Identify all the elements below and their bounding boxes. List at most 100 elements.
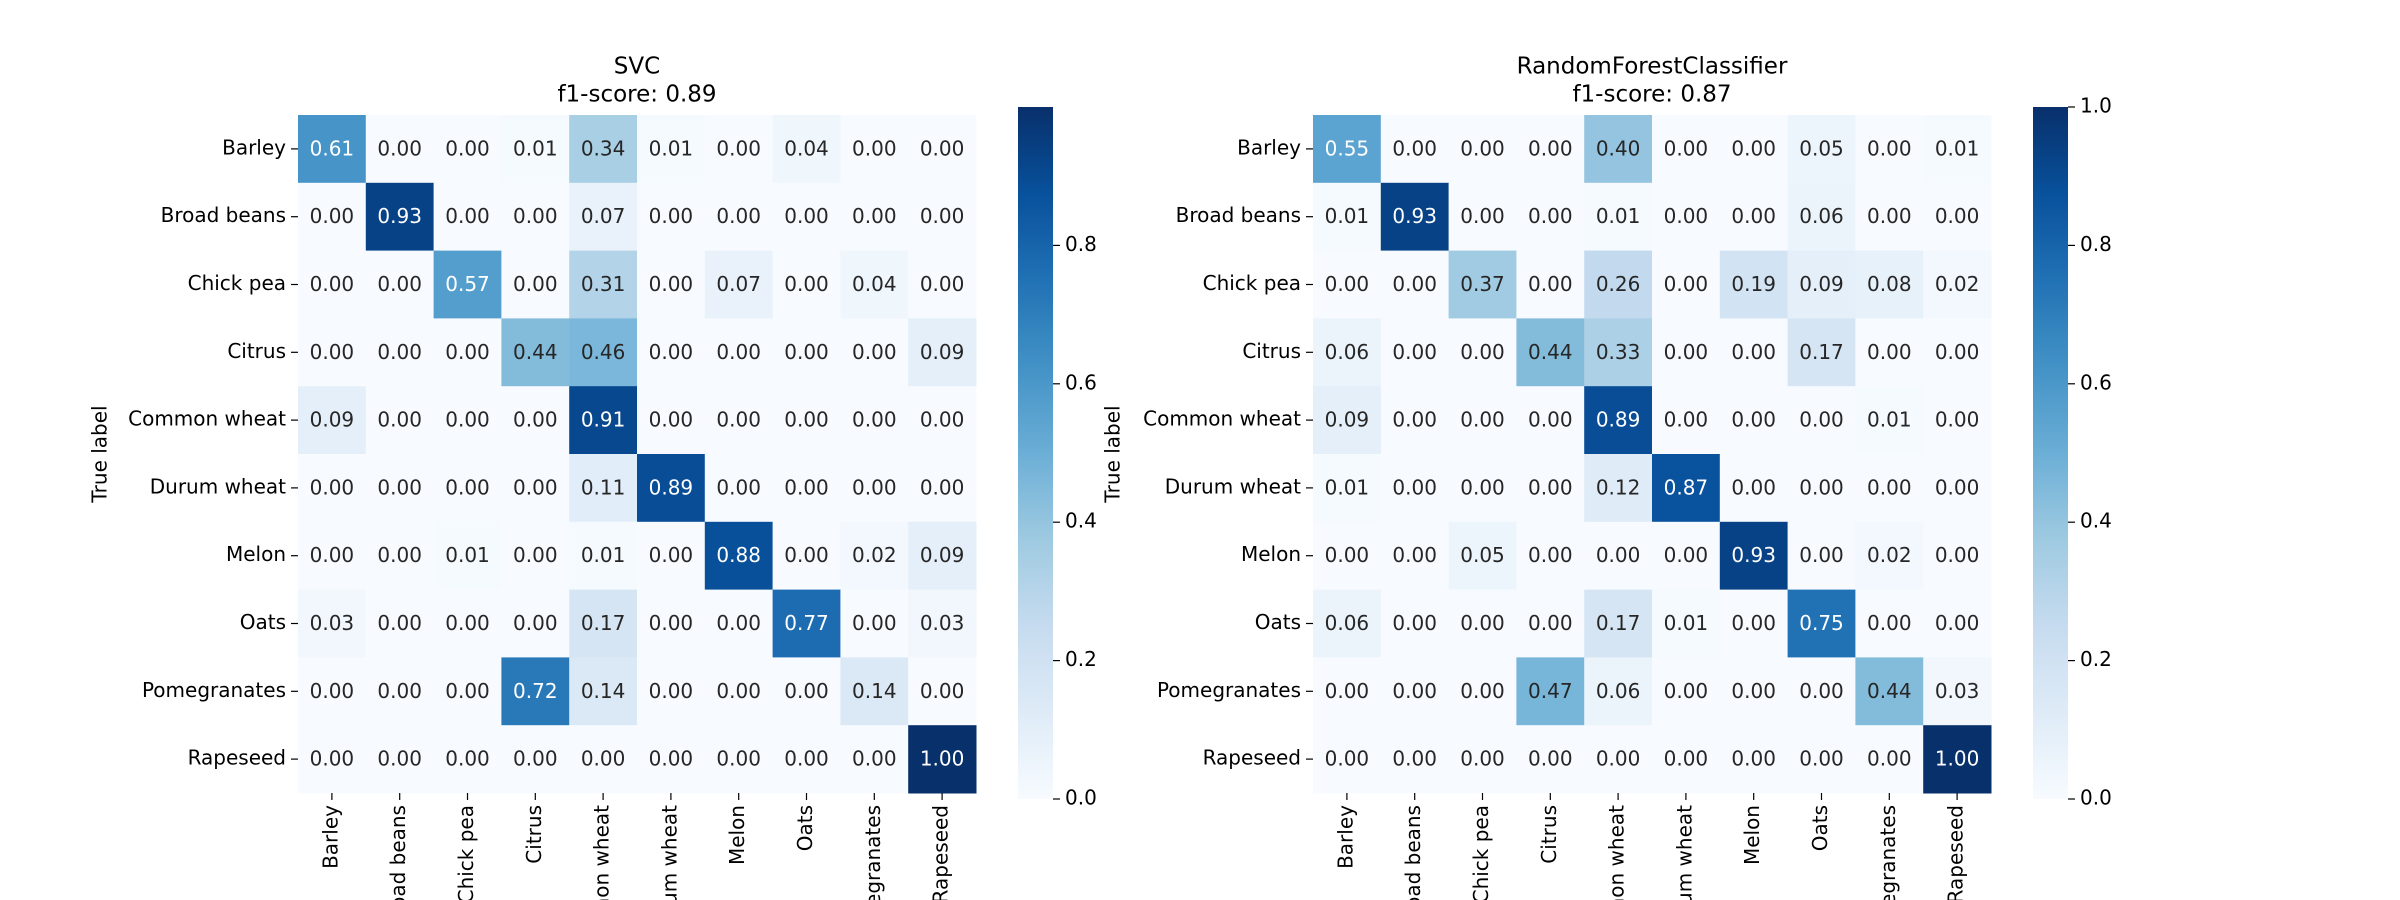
cell-label: 0.37 — [1460, 272, 1505, 296]
heatmap-cell — [1516, 454, 1585, 523]
heatmap-cell — [1652, 657, 1721, 726]
cell-label: 0.00 — [1664, 204, 1709, 228]
heatmap-cell — [1652, 725, 1721, 794]
cell-label: 0.01 — [1325, 475, 1370, 499]
cell-label: 0.14 — [581, 679, 626, 703]
heatmap-cell — [501, 589, 570, 658]
heatmap-cell — [1855, 115, 1924, 184]
heatmap-cell — [569, 318, 638, 387]
cell-label: 0.00 — [1664, 340, 1709, 364]
cell-label: 0.00 — [1528, 475, 1573, 499]
heatmap-cell — [365, 521, 435, 591]
heatmap-cell — [1584, 182, 1653, 252]
cell-label: 0.31 — [581, 272, 626, 296]
cell-label: 0.00 — [784, 475, 829, 499]
cell-label: 0.44 — [513, 340, 558, 364]
chart-title: RandomForestClassifier — [1517, 54, 1788, 80]
heatmap-cell — [1719, 657, 1789, 726]
cell-label: 0.00 — [852, 408, 897, 432]
heatmap-cell — [1516, 725, 1585, 794]
y-tick-label: Chick pea — [188, 271, 286, 295]
heatmap-cell — [1313, 250, 1382, 319]
cell-label: 0.03 — [310, 611, 355, 635]
heatmap-cell — [1719, 250, 1789, 319]
heatmap-cell — [840, 182, 909, 252]
heatmap-cell — [1380, 318, 1450, 387]
heatmap-cell — [1923, 250, 1992, 319]
cell-label: 0.00 — [310, 747, 355, 771]
y-tick-label: Rapeseed — [1203, 746, 1301, 770]
cell-label: 0.00 — [1664, 543, 1709, 567]
cell-label: 0.00 — [310, 204, 355, 228]
heatmap-cell — [1652, 318, 1721, 387]
cell-label: 0.00 — [784, 543, 829, 567]
y-axis-label: True label — [88, 405, 112, 503]
heatmap-cell — [569, 725, 638, 794]
heatmap-cell — [1448, 115, 1517, 184]
chart-subtitle: f1-score: 0.89 — [557, 82, 716, 108]
heatmap-cell — [1787, 589, 1856, 658]
cell-label: 0.01 — [1867, 408, 1912, 432]
heatmap-cell — [637, 657, 706, 726]
heatmap-cell — [433, 521, 502, 591]
heatmap-cell — [772, 521, 841, 591]
heatmap-cell — [1380, 725, 1450, 794]
heatmap-cell — [704, 182, 774, 252]
cell-label: 0.00 — [1392, 543, 1437, 567]
cell-label: 0.47 — [1528, 679, 1573, 703]
heatmap-cell — [772, 115, 841, 184]
cell-label: 0.00 — [1392, 272, 1437, 296]
x-tick-label: Durum wheat — [657, 805, 681, 900]
heatmap-cell — [908, 521, 977, 591]
heatmap-cell — [298, 521, 367, 591]
heatmap-cell — [501, 657, 570, 726]
heatmap-cell — [365, 318, 435, 387]
heatmap-cell — [772, 657, 841, 726]
cell-label: 0.00 — [920, 204, 965, 228]
heatmap-cell — [433, 386, 502, 455]
cell-label: 0.00 — [377, 679, 422, 703]
cell-label: 0.00 — [852, 204, 897, 228]
cell-label: 0.00 — [513, 204, 558, 228]
cell-label: 0.02 — [852, 543, 897, 567]
heatmap-cell — [1313, 454, 1382, 523]
heatmap-cell — [704, 318, 774, 387]
cell-label: 0.00 — [1935, 408, 1980, 432]
cell-label: 0.14 — [852, 679, 897, 703]
heatmap-cell — [501, 521, 570, 591]
heatmap-cell — [908, 318, 977, 387]
cell-label: 0.00 — [1867, 611, 1912, 635]
heatmap-cell — [840, 386, 909, 455]
heatmap-cell — [637, 589, 706, 658]
heatmap-cell — [1923, 521, 1992, 591]
cell-label: 0.06 — [1325, 340, 1370, 364]
cell-label: 0.00 — [852, 340, 897, 364]
cell-label: 0.00 — [649, 611, 694, 635]
x-tick-label: Broad beans — [1401, 805, 1425, 900]
cell-label: 0.00 — [1664, 408, 1709, 432]
heatmap-cell — [365, 115, 435, 184]
cell-label: 0.77 — [784, 611, 829, 635]
y-axis-label: True label — [1101, 405, 1125, 503]
heatmap-cell — [840, 521, 909, 591]
cell-label: 0.00 — [784, 204, 829, 228]
cell-label: 0.00 — [852, 747, 897, 771]
heatmap-cell — [704, 250, 774, 319]
cell-label: 0.00 — [649, 272, 694, 296]
cell-label: 0.06 — [1596, 679, 1641, 703]
heatmap-cell — [772, 386, 841, 455]
cell-label: 0.00 — [1664, 136, 1709, 160]
heatmap-cell — [637, 521, 706, 591]
cell-label: 0.00 — [1731, 204, 1776, 228]
y-tick-label: Durum wheat — [1165, 474, 1301, 498]
heatmap-cell — [1719, 182, 1789, 252]
cell-label: 0.00 — [1867, 747, 1912, 771]
heatmap-cell — [1719, 589, 1789, 658]
colorbar-tick-label: 0.6 — [1065, 370, 1097, 394]
cell-label: 0.00 — [1664, 679, 1709, 703]
cell-label: 0.00 — [1596, 747, 1641, 771]
x-tick-label: Melon — [725, 805, 749, 865]
heatmap-cell — [1313, 657, 1382, 726]
cell-label: 0.00 — [1867, 136, 1912, 160]
heatmap-cell — [1923, 454, 1992, 523]
